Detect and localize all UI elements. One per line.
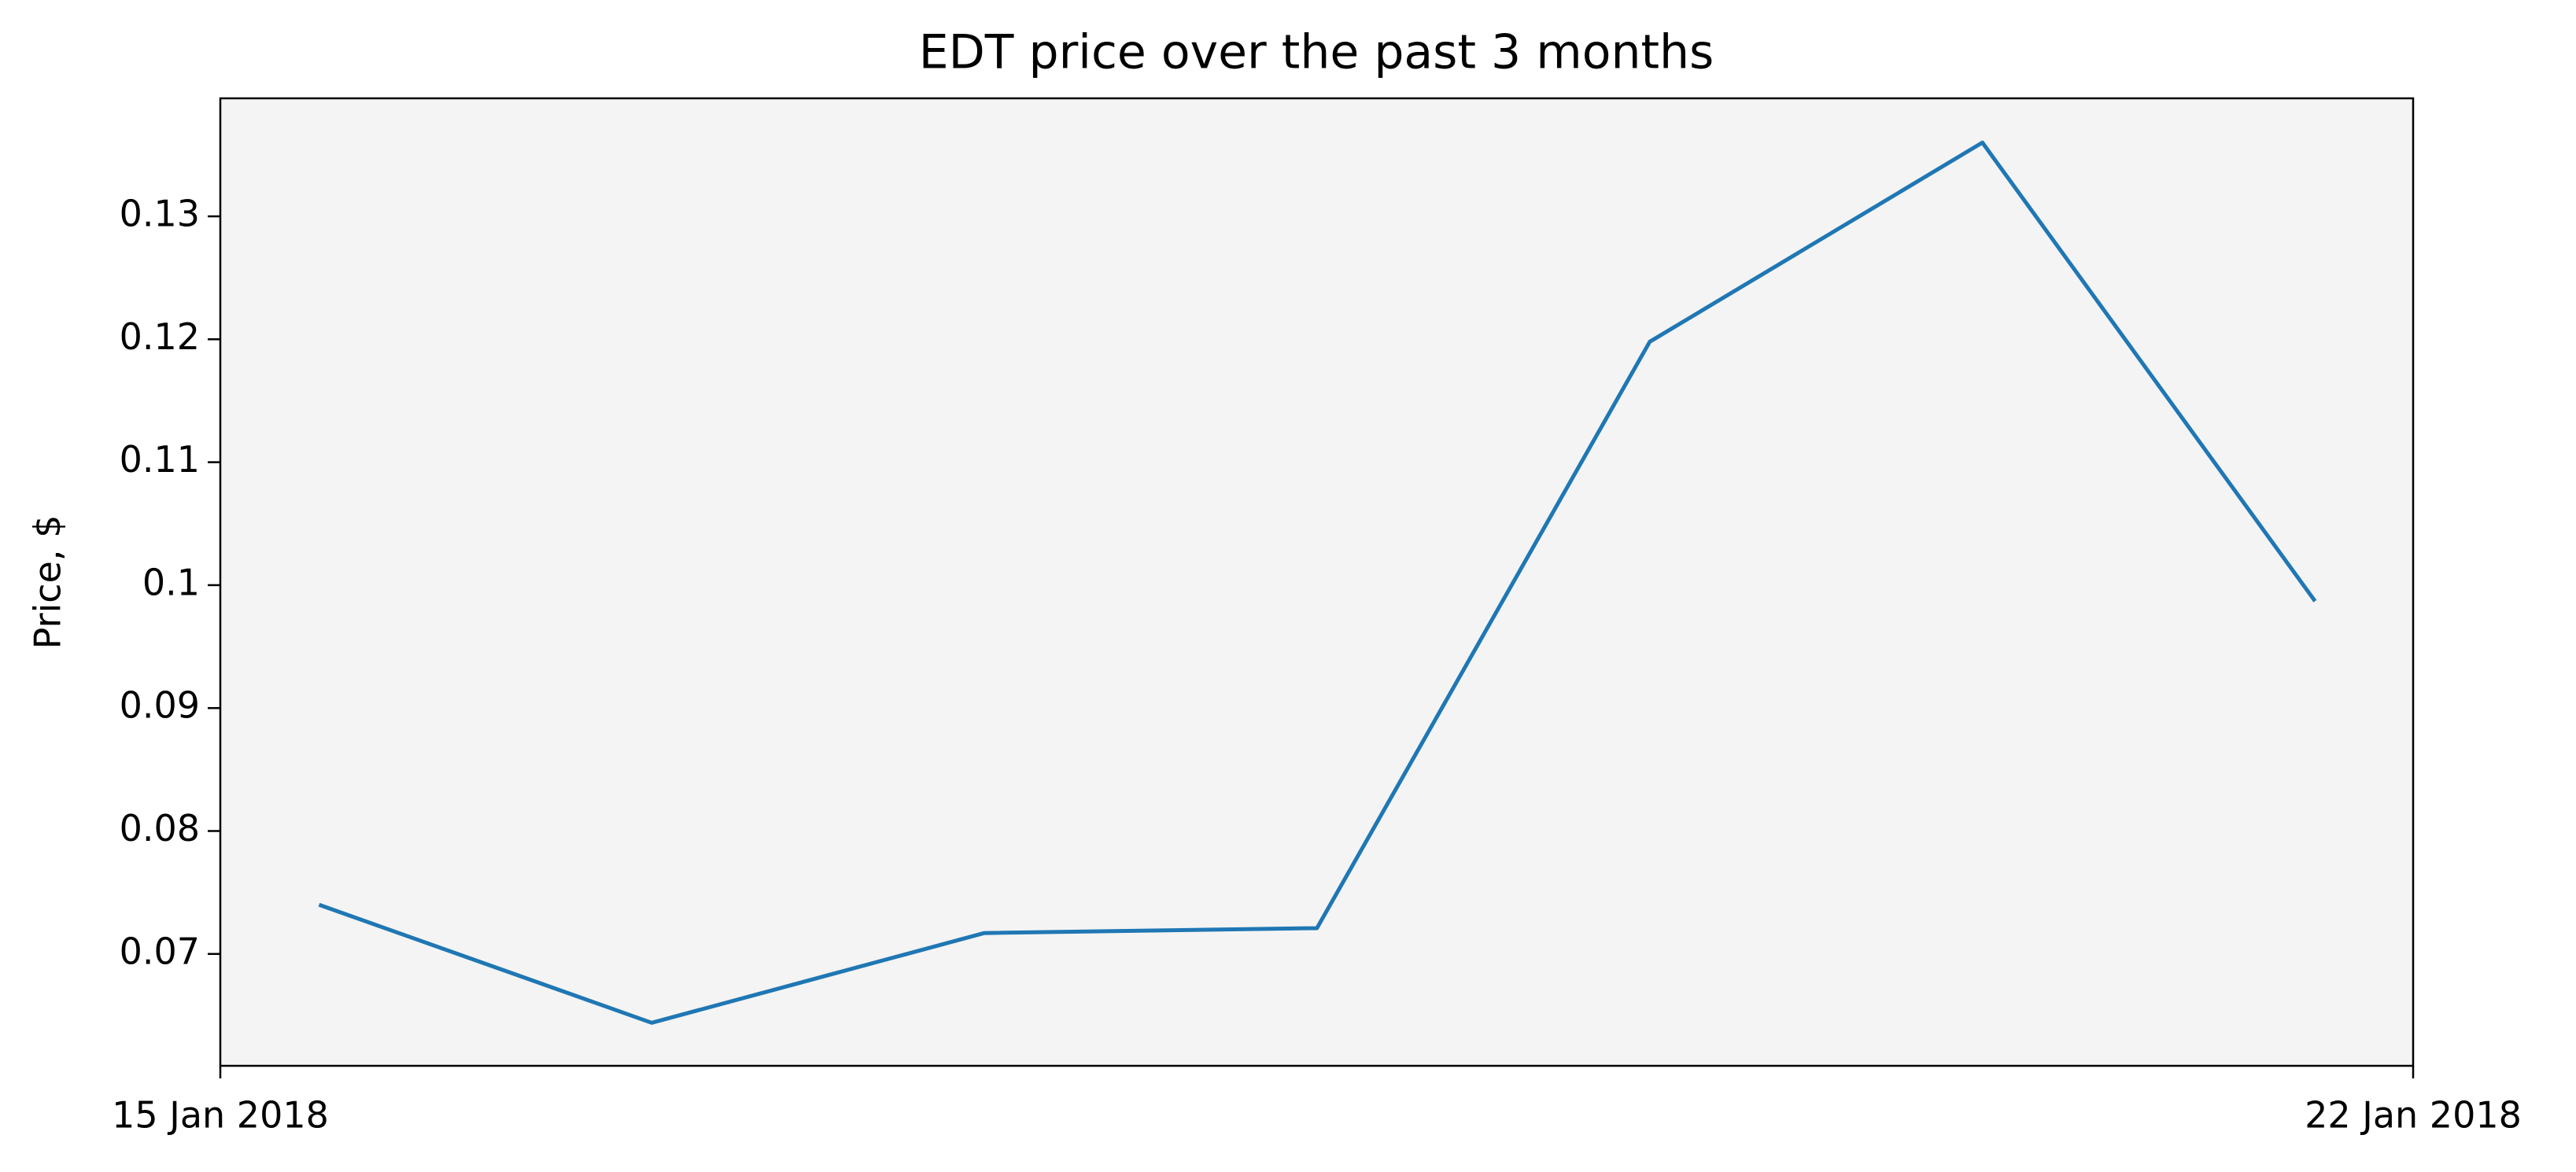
y-tick-label: 0.12 [120, 315, 200, 358]
y-tick-label: 0.11 [120, 438, 200, 481]
x-tick-label: 22 Jan 2018 [2305, 1094, 2522, 1137]
price-line [318, 140, 2317, 1025]
y-tick-label: 0.13 [120, 193, 200, 235]
y-tick-label: 0.1 [142, 561, 200, 603]
plot-frame [219, 97, 2415, 1067]
y-axis-label: Price, $ [27, 515, 69, 650]
y-tick-label: 0.08 [120, 807, 200, 850]
y-tick-label: 0.09 [120, 684, 200, 727]
x-tick-label: 15 Jan 2018 [112, 1094, 329, 1137]
plot-area [220, 98, 2413, 1066]
y-tick-label: 0.07 [120, 930, 200, 972]
chart-title: EDT price over the past 3 months [919, 25, 1714, 80]
